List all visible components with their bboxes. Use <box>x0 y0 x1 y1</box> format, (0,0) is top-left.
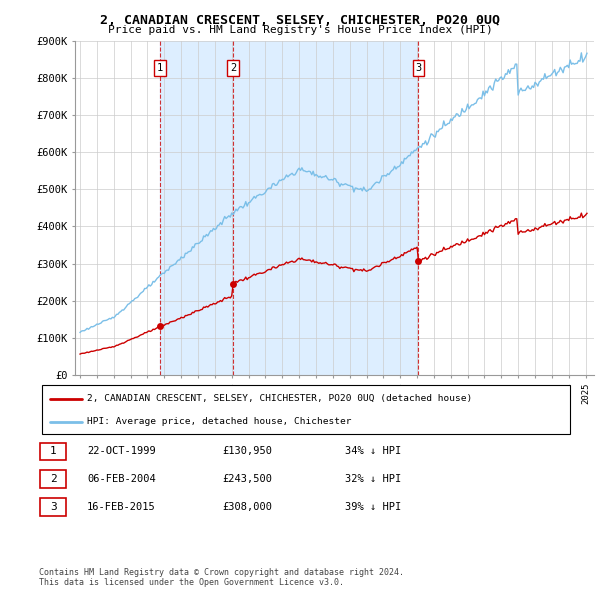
Text: 06-FEB-2004: 06-FEB-2004 <box>87 474 156 484</box>
Text: 22-OCT-1999: 22-OCT-1999 <box>87 447 156 456</box>
Text: Contains HM Land Registry data © Crown copyright and database right 2024.
This d: Contains HM Land Registry data © Crown c… <box>39 568 404 587</box>
Text: £130,950: £130,950 <box>222 447 272 456</box>
Bar <box>160 41 233 375</box>
Text: Price paid vs. HM Land Registry's House Price Index (HPI): Price paid vs. HM Land Registry's House … <box>107 25 493 35</box>
Text: 34% ↓ HPI: 34% ↓ HPI <box>345 447 401 456</box>
Text: £243,500: £243,500 <box>222 474 272 484</box>
Bar <box>233 41 418 375</box>
Text: 1: 1 <box>157 63 163 73</box>
Text: 3: 3 <box>415 63 422 73</box>
Text: 39% ↓ HPI: 39% ↓ HPI <box>345 502 401 512</box>
Text: 2: 2 <box>230 63 236 73</box>
Text: 2, CANADIAN CRESCENT, SELSEY, CHICHESTER, PO20 0UQ: 2, CANADIAN CRESCENT, SELSEY, CHICHESTER… <box>100 14 500 27</box>
Text: 2, CANADIAN CRESCENT, SELSEY, CHICHESTER, PO20 0UQ (detached house): 2, CANADIAN CRESCENT, SELSEY, CHICHESTER… <box>87 394 472 404</box>
Text: 2: 2 <box>50 474 57 484</box>
Text: £308,000: £308,000 <box>222 502 272 512</box>
Text: 3: 3 <box>50 502 57 512</box>
Text: HPI: Average price, detached house, Chichester: HPI: Average price, detached house, Chic… <box>87 417 352 426</box>
Text: 1: 1 <box>50 447 57 456</box>
Text: 16-FEB-2015: 16-FEB-2015 <box>87 502 156 512</box>
Text: 32% ↓ HPI: 32% ↓ HPI <box>345 474 401 484</box>
